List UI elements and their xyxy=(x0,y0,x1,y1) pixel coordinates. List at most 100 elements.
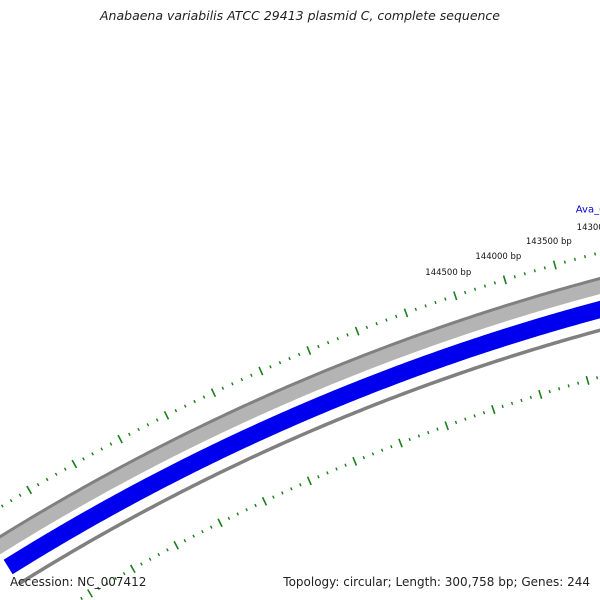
inner-scale-tick-major xyxy=(538,389,543,399)
inner-scale-tick-minor xyxy=(97,586,100,591)
outer-scale-tick-minor xyxy=(444,297,447,301)
inner-scale-tick-minor xyxy=(567,384,570,388)
inner-scale-tick-minor xyxy=(290,487,293,491)
inner-scale-tick-minor xyxy=(464,417,467,421)
inner-scale-tick-minor xyxy=(417,434,421,438)
inner-scale-tick-minor xyxy=(510,401,514,406)
inner-scale-tick-minor xyxy=(227,516,231,521)
inner-scale-tick-minor xyxy=(192,534,195,538)
outer-scale-tick-minor xyxy=(231,382,234,386)
inner-scale-tick-major xyxy=(87,589,93,598)
map-title: Anabaena variabilis ATCC 29413 plasmid C… xyxy=(100,8,500,23)
inner-scale-tick-minor xyxy=(473,414,476,418)
outer-scale-tick-minor xyxy=(317,344,320,349)
outer-scale-tick-minor xyxy=(493,281,497,285)
outer-scale-tick-minor xyxy=(269,365,272,369)
outer-scale-tick-minor xyxy=(240,377,244,382)
inner-scale-tick-major xyxy=(398,438,403,448)
outer-scale-tick-minor xyxy=(100,447,104,451)
outer-scale-tick-minor xyxy=(155,418,159,422)
scale-label: 143500 bp xyxy=(526,237,572,247)
inner-scale-tick-minor xyxy=(548,389,551,394)
inner-scale-tick-minor xyxy=(380,448,384,452)
outer-scale-tick-minor xyxy=(36,483,40,487)
inner-scale-tick-minor xyxy=(427,430,430,435)
inner-scale-tick-minor xyxy=(254,503,257,508)
outer-scale-tick-minor xyxy=(221,386,225,390)
outer-scale-tick-minor xyxy=(18,493,22,497)
inner-scale-tick-minor xyxy=(501,404,504,409)
scale-label: 143000 bp xyxy=(577,223,600,233)
outer-scale-tick-minor xyxy=(365,325,369,330)
inner-scale-tick-minor xyxy=(236,512,240,516)
inner-scale-tick-major xyxy=(261,496,268,506)
inner-scale-tick-minor xyxy=(201,529,204,534)
outer-scale-tick-major xyxy=(552,260,557,270)
outer-scale-tick-major xyxy=(306,346,312,355)
outer-scale-tick-minor xyxy=(563,260,566,264)
inner-scale-tick-major xyxy=(306,476,312,486)
outer-scale-tick-minor xyxy=(533,269,536,273)
inner-scale-tick-major xyxy=(491,405,496,415)
outer-scale-tick-minor xyxy=(278,361,282,365)
inner-scale-tick-major xyxy=(217,518,223,528)
gene-label: Ava_C0117 xyxy=(576,204,600,215)
outer-scale-tick-major xyxy=(26,485,33,495)
inner-scale-tick-minor xyxy=(245,508,248,512)
outer-scale-tick-minor xyxy=(146,423,150,427)
inner-scale-tick-minor xyxy=(183,539,187,543)
inner-scale-tick-minor xyxy=(272,495,275,499)
outer-scale-tick-minor xyxy=(326,340,330,345)
outer-scale-tick-minor xyxy=(45,477,49,482)
outer-scale-tick-minor xyxy=(137,427,140,432)
outer-scale-tick-major xyxy=(258,366,264,376)
inner-scale-tick-minor xyxy=(529,395,532,400)
inner-scale-tick-minor xyxy=(408,437,411,442)
outer-scale-tick-minor xyxy=(193,399,196,404)
outer-scale-tick-major xyxy=(453,291,458,301)
gc-content-band xyxy=(0,279,600,555)
outer-scale-tick-minor xyxy=(543,266,546,270)
outer-scale-tick-major xyxy=(163,410,170,420)
outer-scale-tick-minor xyxy=(594,252,597,256)
inner-scale-tick-minor xyxy=(281,491,284,495)
outer-scale-tick-minor xyxy=(82,457,85,461)
outer-scale-tick-minor xyxy=(473,287,477,291)
outer-scale-tick-major xyxy=(210,388,217,398)
outer-scale-tick-major xyxy=(354,326,360,336)
inner-scale-tick-minor xyxy=(390,444,393,449)
inner-scale-tick-minor xyxy=(157,552,161,557)
inner-scale-tick-minor xyxy=(209,525,213,529)
inner-scale-tick-minor xyxy=(148,557,152,561)
inner-scale-tick-minor xyxy=(371,452,375,456)
outer-scale-tick-minor xyxy=(9,498,13,503)
outer-scale-tick-minor xyxy=(202,395,206,399)
inner-scale-tick-major xyxy=(444,421,449,431)
accession-text: Accession: NC_007412 xyxy=(10,575,147,589)
outer-scale-tick-major xyxy=(117,434,123,444)
inner-scale-tick-minor xyxy=(80,596,83,600)
inner-backbone xyxy=(17,328,600,586)
inner-scale-tick-minor xyxy=(335,467,338,471)
inner-scale-tick-minor xyxy=(454,420,458,425)
inner-scale-tick-major xyxy=(129,564,136,574)
inner-scale-tick-minor xyxy=(326,471,329,475)
inner-scale-tick-minor xyxy=(344,463,347,467)
outer-backbone xyxy=(0,276,600,539)
inner-scale-tick-minor xyxy=(520,398,523,403)
scale-label: 144000 bp xyxy=(475,252,521,262)
inner-scale-tick-major xyxy=(352,456,358,466)
inner-scale-tick-major xyxy=(585,375,590,385)
outer-scale-tick-minor xyxy=(0,504,4,508)
outer-scale-tick-minor xyxy=(513,275,516,279)
inner-scale-tick-minor xyxy=(436,427,439,431)
inner-scale-tick-major xyxy=(173,540,179,550)
inner-scale-tick-minor xyxy=(105,581,109,586)
outer-scale-tick-minor xyxy=(434,300,437,305)
inner-scale-tick-minor xyxy=(577,381,580,385)
inner-scale-tick-minor xyxy=(558,387,561,391)
outer-scale-tick-minor xyxy=(395,314,398,319)
inner-scale-tick-minor xyxy=(140,562,143,566)
outer-scale-tick-minor xyxy=(483,284,487,288)
